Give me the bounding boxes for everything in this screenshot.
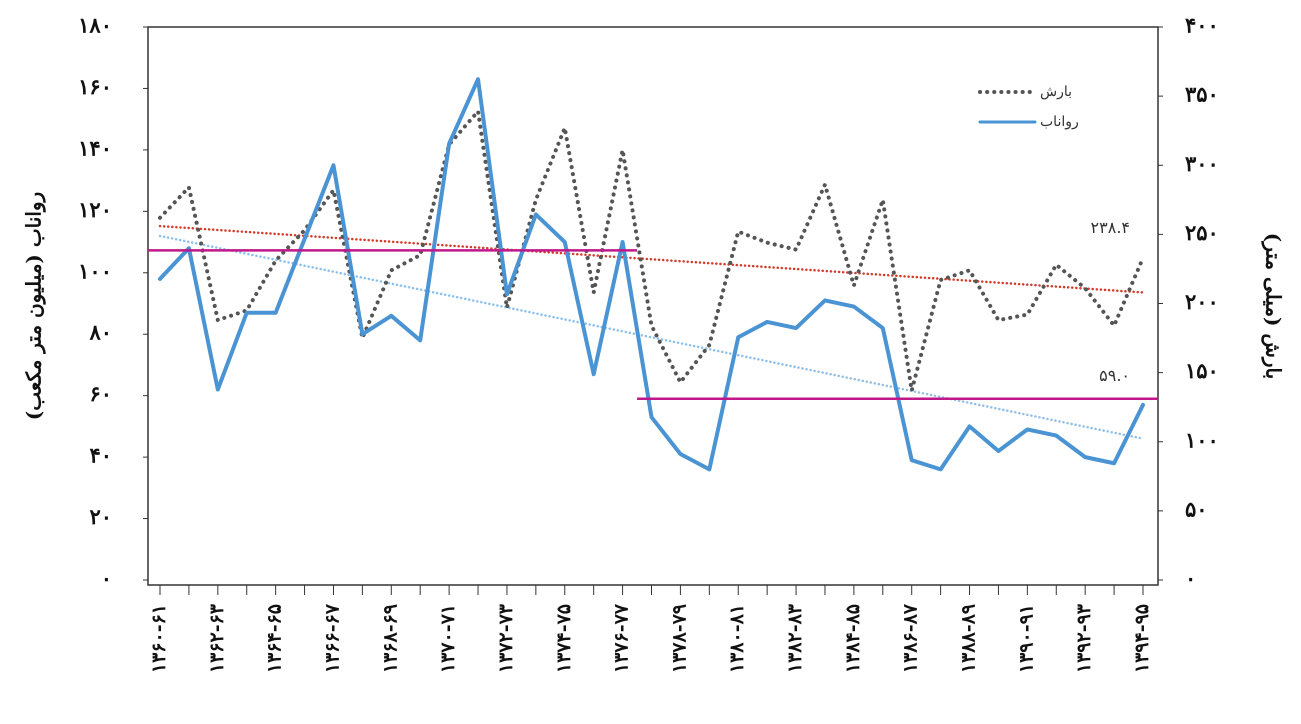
x-tick-label: ۱۳۸۲-۸۳ (784, 603, 806, 673)
y-tick-label: ۱۲۰ (78, 197, 112, 222)
x-tick-label: ۱۳۸۴-۸۵ (842, 604, 864, 673)
y-tick-label: ۰ (101, 566, 112, 591)
y2-tick-label: ۱۵۰ (1185, 358, 1219, 383)
series-line (158, 109, 1145, 393)
x-tick-label: ۱۳۶۴-۶۵ (264, 604, 286, 673)
legend-label: بارش (1040, 84, 1072, 100)
x-tick-label: ۱۳۶۸-۶۹ (379, 604, 401, 673)
x-tick-label: ۱۳۹۰-۹۱ (1015, 604, 1037, 673)
x-tick-label: ۱۳۹۴-۹۵ (1131, 604, 1153, 673)
x-tick-label: ۱۳۷۴-۷۵ (553, 604, 575, 673)
y2-tick-label: ۴۰۰ (1185, 13, 1219, 38)
y2-tick-label: ۰ (1185, 566, 1196, 591)
x-tick-label: ۱۳۶۲-۶۳ (206, 603, 228, 673)
x-tick-label: ۱۳۸۰-۸۱ (726, 604, 748, 673)
y-tick-label: ۱۶۰ (78, 74, 112, 99)
x-tick-label: ۱۳۷۶-۷۷ (611, 603, 633, 673)
y-axis-title: رواناب (میلیون متر مکعب) (22, 192, 47, 420)
trend-line (158, 224, 1145, 294)
x-tick-label: ۱۳۸۸-۸۹ (958, 604, 980, 673)
y-tick-label: ۱۴۰ (78, 135, 112, 160)
y2-tick-label: ۳۵۰ (1185, 82, 1219, 107)
y-tick-label: ۱۸۰ (78, 13, 112, 38)
legend-label: رواناب (1040, 114, 1079, 130)
x-tick-label: ۱۳۹۲-۹۳ (1073, 603, 1095, 673)
plot-frame (147, 26, 1159, 586)
y-tick-label: ۲۰ (89, 504, 112, 529)
y-tick-label: ۶۰ (89, 381, 112, 406)
y2-tick-label: ۱۰۰ (1185, 427, 1219, 452)
reference-label: ۲۳۸.۴ (1091, 218, 1130, 237)
series-line (158, 77, 1145, 472)
x-tick-label: ۱۳۷۰-۷۱ (437, 604, 459, 673)
y2-tick-label: ۲۰۰ (1185, 289, 1219, 314)
x-tick-label: ۱۳۸۶-۸۷ (900, 603, 922, 673)
y2-axis-title: بارش (میلی متر) (1261, 233, 1286, 379)
y-tick-label: ۱۰۰ (78, 258, 112, 283)
y2-tick-label: ۲۵۰ (1185, 220, 1219, 245)
y2-tick-label: ۳۰۰ (1185, 151, 1219, 176)
y-tick-label: ۴۰ (89, 443, 112, 468)
y-tick-label: ۸۰ (88, 320, 112, 345)
x-tick-label: ۱۳۶۶-۶۷ (321, 603, 343, 673)
x-tick-label: ۱۳۷۸-۷۹ (668, 604, 690, 673)
trend-line (158, 234, 1145, 440)
x-tick-label: ۱۳۷۲-۷۳ (495, 603, 517, 673)
x-tick-label: ۱۳۶۰-۶۱ (148, 604, 170, 673)
y2-tick-label: ۵۰ (1185, 496, 1208, 521)
reference-label: ۵۹.۰ (1099, 366, 1130, 385)
